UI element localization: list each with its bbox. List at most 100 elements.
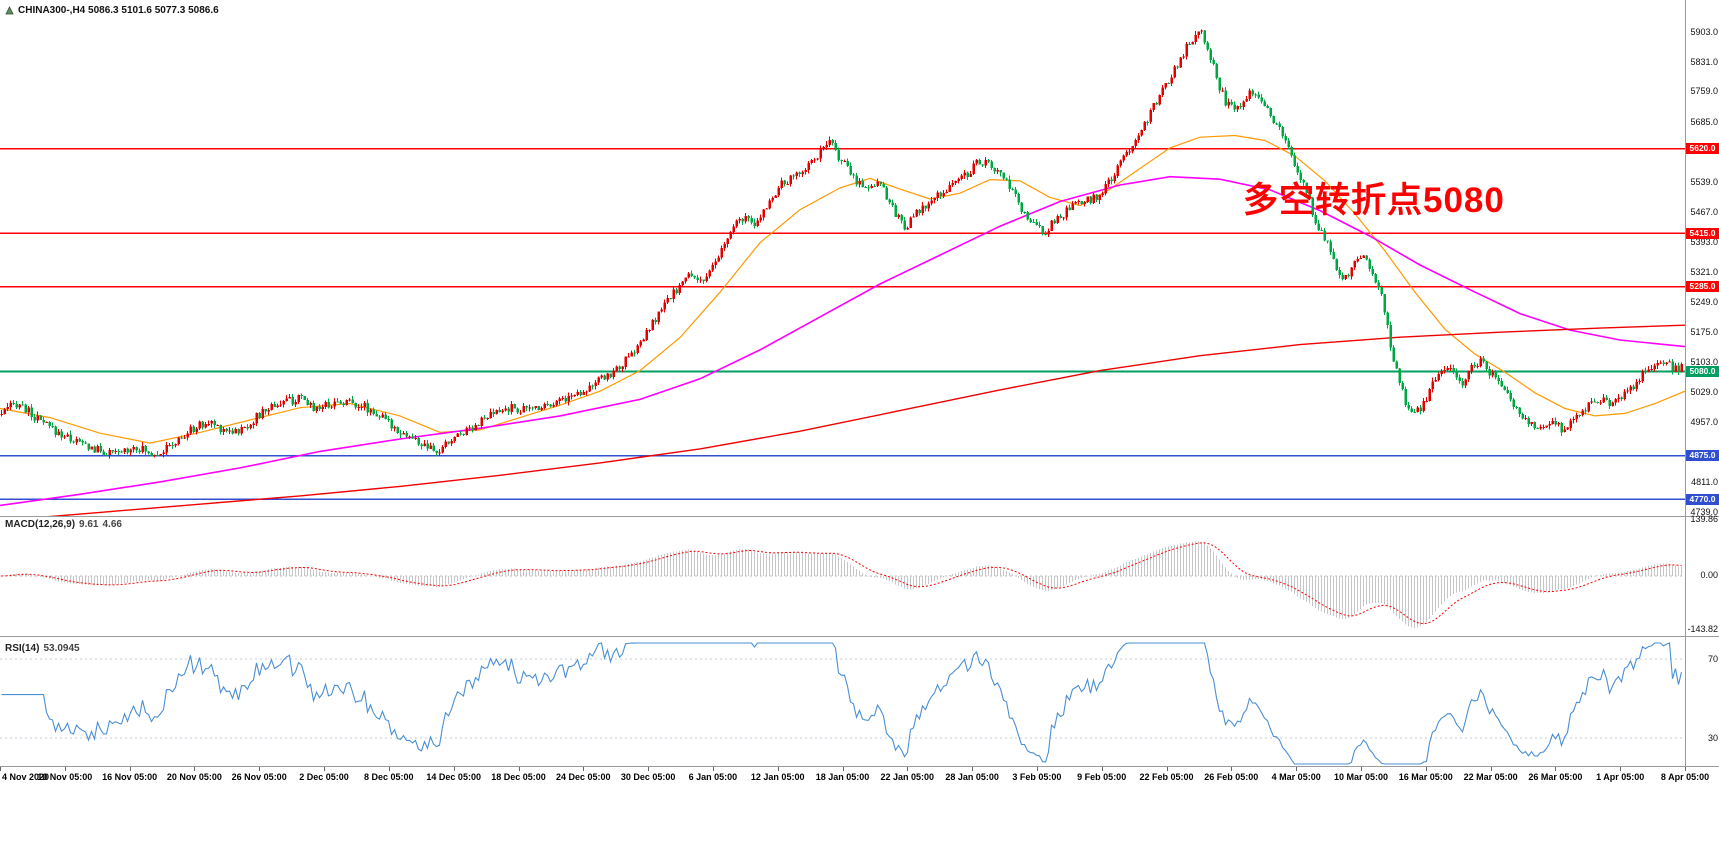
rsi-value: 53.0945	[43, 643, 80, 654]
time-axis[interactable]: 4 Nov 2020 10 Nov 05:00 16 Nov 05:00 20 Nov…	[0, 767, 1719, 785]
time-label: 18 Dec 05:00	[491, 772, 546, 782]
time-tick	[1425, 767, 1427, 771]
rsi-line	[1, 642, 1683, 765]
time-label: 22 Mar 05:00	[1463, 772, 1518, 782]
price-tick: 5467.0	[1690, 207, 1718, 217]
time-tick	[907, 767, 909, 771]
macd-label: MACD(12,26,9) 9.61 4.66	[5, 519, 122, 530]
time-label: 26 Feb 05:00	[1204, 772, 1259, 782]
price-chart[interactable]	[0, 0, 1685, 516]
ma-fast-orange	[0, 134, 1685, 444]
levels-layer	[0, 148, 1685, 500]
price-tick: 5321.0	[1690, 267, 1718, 277]
time-label: 1 Apr 05:00	[1596, 772, 1645, 782]
time-label: 20 Nov 05:00	[166, 772, 222, 782]
macd-name: MACD(12,26,9)	[5, 519, 76, 530]
axis-separator	[1685, 0, 1686, 767]
time-label: 10 Mar 05:00	[1333, 772, 1389, 782]
time-tick	[1555, 767, 1557, 771]
time-label: 16 Nov 05:00	[102, 772, 158, 782]
price-tick: 5903.0	[1690, 27, 1718, 37]
time-tick	[648, 767, 650, 771]
time-label: 4 Nov 2020	[2, 772, 50, 782]
rsi-panel[interactable]	[0, 640, 1685, 766]
price-tick: 5029.0	[1690, 387, 1718, 397]
time-label: 18 Jan 05:00	[815, 772, 870, 782]
time-label: 8 Apr 05:00	[1660, 772, 1710, 782]
rsi-axis-tick: 30	[1707, 733, 1718, 743]
price-level-tag: 5415.0	[1686, 228, 1719, 239]
symbol-ohlc-label: CHINA300-,H4 5086.3 5101.6 5077.3 5086.6	[18, 5, 219, 16]
panel-separator	[0, 516, 1719, 517]
price-tick: 5393.0	[1690, 237, 1718, 247]
price-level-tag: 4770.0	[1686, 494, 1719, 505]
time-tick	[972, 767, 974, 771]
candles-layer	[0, 29, 1683, 459]
time-tick	[1296, 767, 1298, 771]
time-tick	[1231, 767, 1233, 771]
time-label: 12 Jan 05:00	[750, 772, 805, 782]
price-tick: 5759.0	[1690, 86, 1718, 96]
time-tick	[583, 767, 585, 771]
time-label: 30 Dec 05:00	[620, 772, 676, 782]
time-label: 16 Mar 05:00	[1398, 772, 1453, 782]
time-tick	[0, 767, 1, 771]
time-tick	[259, 767, 261, 771]
time-label: 8 Dec 05:00	[364, 772, 414, 782]
price-tick: 5175.0	[1690, 327, 1718, 337]
pivot-annotation-text: 多空转折点5080	[1243, 181, 1505, 220]
time-tick	[1620, 767, 1622, 771]
rsi-name: RSI(14)	[5, 643, 40, 654]
panel-separator	[0, 766, 1719, 767]
panel-separator	[0, 636, 1719, 637]
time-tick	[518, 767, 520, 771]
time-label: 14 Dec 05:00	[426, 772, 481, 782]
time-label: 22 Feb 05:00	[1139, 772, 1194, 782]
price-tick: 5103.0	[1690, 357, 1718, 367]
macd-main-value: 9.61	[79, 519, 99, 530]
time-tick	[129, 767, 131, 771]
time-tick	[1685, 767, 1686, 771]
symbol-icon	[5, 6, 14, 15]
time-tick	[842, 767, 844, 771]
time-tick	[1361, 767, 1362, 771]
price-level-tag: 4875.0	[1686, 450, 1719, 461]
price-tick: 4811.0	[1691, 477, 1718, 487]
moving-averages-layer	[0, 134, 1685, 516]
time-tick	[777, 767, 779, 771]
macd-axis-tick: 0.00	[1700, 570, 1718, 580]
time-label: 10 Nov 05:00	[37, 772, 93, 782]
symbol-header: CHINA300-,H4 5086.3 5101.6 5077.3 5086.6	[5, 5, 219, 16]
price-tick: 5831.0	[1690, 57, 1718, 67]
time-label: 24 Dec 05:00	[556, 772, 611, 782]
time-label: 4 Mar 05:00	[1271, 772, 1321, 782]
macd-histogram	[0, 541, 1683, 628]
time-tick	[453, 767, 455, 771]
price-level-tag: 5620.0	[1686, 143, 1719, 154]
ma-mid-magenta	[0, 175, 1685, 507]
time-tick	[1036, 767, 1038, 771]
ma-slow-red	[48, 324, 1685, 516]
time-tick	[1101, 767, 1103, 771]
macd-panel[interactable]	[0, 517, 1685, 636]
price-scale[interactable]: 5903.0 5831.0 5759.0 5685.0 5539.0 5467.0 5393…	[1686, 0, 1719, 784]
price-level-tag: 5285.0	[1686, 281, 1719, 292]
price-tick: 4739.0	[1690, 507, 1718, 517]
macd-axis-tick: -143.82	[1687, 624, 1718, 634]
time-tick	[1166, 767, 1168, 771]
time-label: 9 Feb 05:00	[1077, 772, 1127, 782]
time-label: 26 Mar 05:00	[1528, 772, 1583, 782]
rsi-axis-tick: 70	[1707, 654, 1718, 664]
time-label: 3 Feb 05:00	[1012, 772, 1062, 782]
time-label: 28 Jan 05:00	[945, 772, 999, 782]
time-tick	[324, 767, 325, 771]
price-tick: 5685.0	[1690, 117, 1718, 127]
time-label: 22 Jan 05:00	[880, 772, 935, 782]
time-label: 6 Jan 05:00	[688, 772, 738, 782]
price-tick: 4957.0	[1690, 417, 1718, 427]
macd-signal-value: 4.66	[102, 519, 122, 530]
macd-axis-tick: 139.86	[1690, 514, 1718, 524]
time-tick	[64, 767, 66, 771]
price-level-tag: 5080.0	[1686, 366, 1719, 377]
